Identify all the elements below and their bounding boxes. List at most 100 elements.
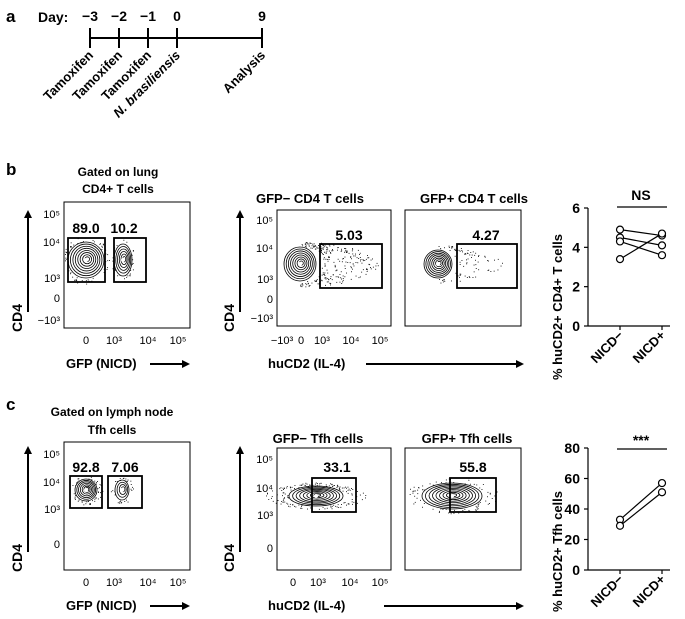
x-tick-label: NICD− xyxy=(588,327,627,366)
contour-population xyxy=(72,476,104,506)
event-dot xyxy=(126,480,128,482)
event-dot xyxy=(337,484,339,486)
event-dot xyxy=(328,250,330,252)
event-dot xyxy=(337,504,339,506)
event-dot xyxy=(326,249,328,250)
contour-line xyxy=(283,246,317,282)
day-tick: −2 xyxy=(111,8,127,24)
event-dot xyxy=(472,251,474,253)
event-dot xyxy=(291,486,293,488)
event-dot xyxy=(315,482,317,484)
gate-percentage: 7.06 xyxy=(111,459,138,475)
event-dot xyxy=(487,270,489,271)
event-dot xyxy=(324,245,326,247)
event-dot xyxy=(339,274,341,275)
event-dot xyxy=(351,271,352,273)
event-dot xyxy=(339,260,341,262)
event-dot xyxy=(365,273,367,275)
event-dot xyxy=(284,501,286,503)
event-dot xyxy=(349,489,351,491)
event-dot xyxy=(466,262,468,264)
event-dot xyxy=(126,241,128,243)
y-tick: 0 xyxy=(54,539,60,551)
event-dot xyxy=(364,260,366,261)
event-dot xyxy=(131,490,133,491)
plot-title: Tfh cells xyxy=(88,423,137,437)
event-dot xyxy=(326,247,328,249)
x-tick-labels: −10³ 0 10³ 10⁴ 10⁵ xyxy=(271,335,389,347)
event-dot xyxy=(77,500,79,502)
data-point xyxy=(615,521,625,530)
event-dot xyxy=(414,490,416,492)
event-dot xyxy=(487,491,489,493)
event-dot xyxy=(365,497,366,499)
contour-line xyxy=(294,256,308,271)
event-dot xyxy=(459,276,460,278)
event-dot xyxy=(494,259,495,261)
event-dot xyxy=(339,281,341,283)
event-dot xyxy=(337,486,339,487)
event-dot xyxy=(325,284,326,286)
event-dot xyxy=(322,272,324,274)
event-dot xyxy=(481,489,483,490)
contour-line xyxy=(74,478,98,502)
event-dot xyxy=(335,505,337,507)
event-dot xyxy=(80,242,82,244)
event-dot xyxy=(482,484,484,485)
plot-title: CD4+ T cells xyxy=(82,182,154,196)
gate-percentage: 4.27 xyxy=(472,227,499,243)
significance-label: NS xyxy=(631,187,650,203)
event-dot xyxy=(77,282,79,284)
event-dot xyxy=(65,257,67,259)
event-dot xyxy=(83,504,85,506)
event-dot xyxy=(70,272,72,274)
day-tick: 0 xyxy=(173,8,181,24)
event-dot xyxy=(355,253,356,255)
day-tick: −1 xyxy=(140,8,156,24)
event-dot xyxy=(325,484,327,486)
x-axis-label: GFP (NICD) xyxy=(66,598,137,613)
event-dot xyxy=(112,257,114,259)
event-dot xyxy=(309,484,311,486)
event-dot xyxy=(332,249,333,250)
event-dot xyxy=(346,250,347,252)
x-tick: 10⁴ xyxy=(140,335,157,347)
event-dot xyxy=(322,506,324,508)
event-dot xyxy=(120,502,122,504)
event-dot xyxy=(98,492,99,493)
event-dot xyxy=(301,485,303,486)
event-dot xyxy=(92,277,94,279)
plot-frame xyxy=(63,201,191,329)
contour-population xyxy=(423,245,503,284)
event-dot xyxy=(107,254,109,256)
event-dot xyxy=(331,483,333,485)
event-dot xyxy=(367,255,368,256)
event-dot xyxy=(309,242,311,244)
gate-percentage: 92.8 xyxy=(72,459,99,475)
event-dot xyxy=(324,508,326,510)
event-dot xyxy=(94,480,96,482)
event-dot xyxy=(432,484,434,486)
event-dot xyxy=(283,498,285,499)
event-dot xyxy=(452,246,453,248)
event-dot xyxy=(324,263,326,265)
event-dot xyxy=(351,250,353,252)
event-dot xyxy=(65,251,67,253)
plot-title: GFP+ CD4 T cells xyxy=(420,191,528,206)
x-tick: 10³ xyxy=(106,335,122,347)
event-dot xyxy=(466,252,468,254)
contour-center xyxy=(84,258,88,262)
x-tick: 0 xyxy=(298,335,304,347)
event-dot xyxy=(321,280,323,282)
event-dot xyxy=(473,271,475,273)
event-dot xyxy=(464,253,466,255)
event-dot xyxy=(324,273,325,275)
event-dot xyxy=(302,483,304,485)
data-point xyxy=(615,255,625,264)
event-dot xyxy=(310,243,312,244)
event-dot xyxy=(348,503,350,505)
event-dot xyxy=(341,487,343,489)
event-dot xyxy=(348,488,350,490)
event-dot xyxy=(444,280,446,282)
event-dot xyxy=(418,487,420,489)
